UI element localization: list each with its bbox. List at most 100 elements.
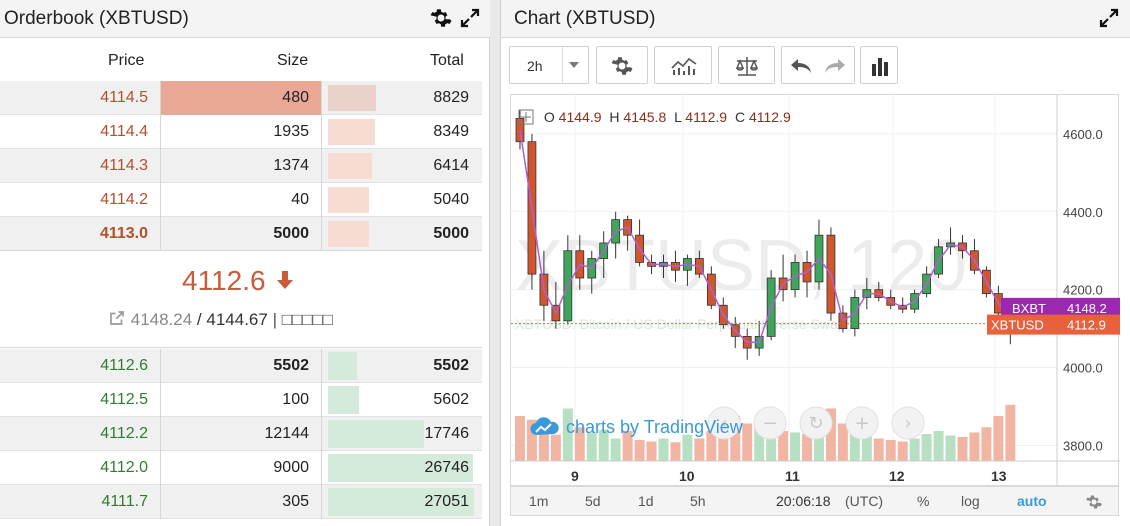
total-cell: 5040: [433, 191, 469, 208]
price-cell[interactable]: 4112.5: [100, 391, 148, 408]
total-cell: 8349: [433, 123, 469, 140]
bid-row[interactable]: 4112.5 100 5602: [0, 383, 482, 417]
settings-button[interactable]: [596, 46, 648, 84]
size-cell[interactable]: 1374: [273, 157, 309, 174]
size-cell[interactable]: 480: [282, 89, 309, 106]
volume-bar: [598, 429, 609, 461]
size-cell[interactable]: 5502: [273, 357, 309, 374]
depth-bar: [328, 420, 425, 448]
ohlc-high: 4145.8: [623, 109, 667, 125]
size-cell[interactable]: 12144: [264, 425, 310, 442]
compare-button[interactable]: [718, 46, 775, 84]
chart-plot-area[interactable]: XBTUSD, 120 XBTUSD: Bitcoin / US Dollar P…: [510, 94, 1120, 487]
range-5h[interactable]: 5h: [690, 493, 706, 509]
price-cell[interactable]: 4114.5: [100, 89, 148, 106]
volume-bar: [634, 440, 645, 461]
index-mark-prices: 4148.24 / 4144.67 | □□□□□: [108, 309, 333, 330]
gear-icon[interactable]: [429, 6, 453, 30]
ohlc-legend: O 4144.9 H 4145.8 L 4112.9 C 4112.9: [518, 109, 791, 125]
auto-toggle[interactable]: auto: [1017, 493, 1047, 509]
percent-toggle[interactable]: %: [917, 493, 930, 509]
scroll-left-button[interactable]: [707, 406, 741, 440]
price-cell[interactable]: 4111.7: [101, 493, 148, 510]
total-cell: 5602: [433, 391, 469, 408]
size-cell[interactable]: 5000: [273, 225, 309, 242]
volume-bar: [706, 431, 717, 461]
indicators-icon: [671, 57, 697, 75]
scroll-right-icon: ›: [904, 413, 911, 434]
undo-icon[interactable]: [790, 57, 812, 75]
ask-row[interactable]: 4114.5 480 8829: [0, 81, 482, 115]
y-tick-label: 4600.0: [1063, 127, 1103, 142]
interval-select[interactable]: 2h: [509, 46, 589, 84]
bid-row[interactable]: 4112.0 9000 26746: [0, 451, 482, 485]
price-cell[interactable]: 4114.2: [100, 191, 148, 208]
depth-bar: [328, 187, 370, 213]
volume-bar: [562, 408, 573, 461]
expand-icon[interactable]: [1097, 6, 1121, 30]
volume-bar: [718, 427, 729, 461]
price-cell[interactable]: 4112.2: [100, 425, 148, 442]
clock-timezone: (UTC): [845, 493, 884, 509]
last-price-value: 4112.6: [182, 265, 266, 296]
size-cell[interactable]: 100: [282, 391, 309, 408]
indicators-button[interactable]: [654, 46, 712, 84]
bid-row[interactable]: 4112.6 5502 5502: [0, 349, 482, 383]
chart-type-button[interactable]: [860, 46, 898, 84]
volume-bar: [574, 427, 585, 461]
price-cell[interactable]: 4113.0: [99, 225, 148, 242]
zoom-out-button[interactable]: [753, 406, 787, 440]
volume-bar: [873, 438, 884, 461]
price-cell[interactable]: 4114.3: [100, 157, 148, 174]
volume-bar: [754, 419, 765, 461]
total-cell: 17746: [424, 425, 470, 442]
index-price[interactable]: 4148.24: [130, 310, 193, 329]
depth-bar: [328, 119, 376, 145]
volume-bar: [1005, 404, 1016, 461]
price-cell[interactable]: 4112.0: [100, 459, 148, 476]
price-cell[interactable]: 4114.4: [100, 123, 148, 140]
orderbook-column-headers: Price Size Total: [0, 38, 482, 80]
volume-bar: [538, 431, 549, 461]
ask-row[interactable]: 4113.0 5000 5000: [0, 217, 482, 251]
size-highlight-bar: [161, 81, 321, 115]
bxbt-value: 4148.2: [1067, 301, 1107, 316]
size-cell[interactable]: 40: [291, 191, 309, 208]
volume-bar: [957, 437, 968, 461]
log-toggle[interactable]: log: [961, 493, 980, 509]
range-1m[interactable]: 1m: [529, 493, 549, 509]
volume-bar: [694, 438, 705, 461]
legend-toggle-icon[interactable]: [518, 109, 534, 125]
interval-value: 2h: [527, 58, 543, 74]
ask-row[interactable]: 4114.4 1935 8349: [0, 115, 482, 149]
column-total: Total: [430, 52, 464, 69]
total-cell: 5000: [433, 225, 469, 242]
range-5d[interactable]: 5d: [585, 493, 601, 509]
scroll-right-button[interactable]: [891, 406, 925, 440]
volume-bar: [885, 440, 896, 461]
size-cell[interactable]: 1935: [273, 123, 309, 140]
tradingview-attribution[interactable]: charts by TradingView: [529, 417, 743, 438]
external-link-icon[interactable]: [108, 309, 126, 327]
redo-icon[interactable]: [824, 57, 846, 75]
expand-icon[interactable]: [458, 6, 482, 30]
size-cell[interactable]: 305: [282, 493, 309, 510]
bid-row[interactable]: 4111.7 305 27051: [0, 485, 482, 519]
zoom-out-icon: −: [762, 413, 777, 434]
volume-bar: [897, 441, 908, 461]
bid-row[interactable]: 4112.2 12144 17746: [0, 417, 482, 451]
gear-icon[interactable]: [1085, 493, 1103, 511]
range-1d[interactable]: 1d: [638, 493, 654, 509]
reset-button[interactable]: [799, 406, 833, 440]
ask-row[interactable]: 4114.3 1374 6414: [0, 149, 482, 183]
ask-row[interactable]: 4114.2 40 5040: [0, 183, 482, 217]
scale-icon: [735, 57, 759, 76]
volume-bar: [969, 432, 980, 461]
size-cell[interactable]: 9000: [273, 459, 309, 476]
depth-bar: [328, 386, 359, 414]
volume-bar: [526, 419, 537, 461]
zoom-in-button[interactable]: [845, 406, 879, 440]
price-cell[interactable]: 4112.6: [100, 357, 148, 374]
x-tick-label: 13: [991, 468, 1007, 484]
